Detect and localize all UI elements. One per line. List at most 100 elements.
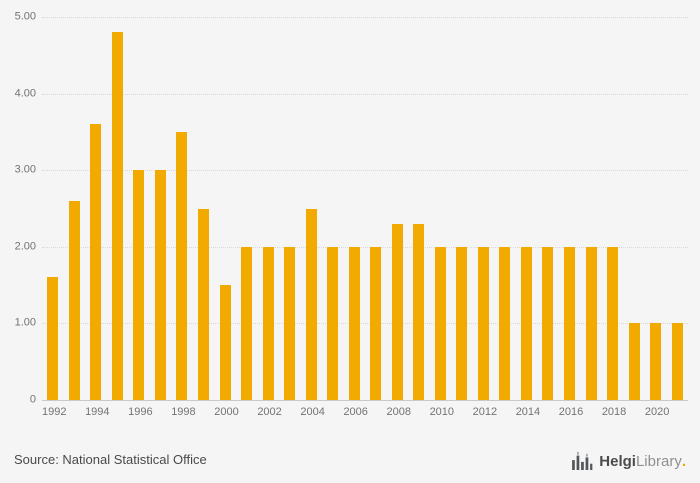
- bar-2019: [628, 323, 640, 400]
- bar-series: [42, 17, 688, 400]
- bar-slot-2000: [214, 17, 236, 400]
- x-tick-label-2012: 2012: [472, 406, 498, 418]
- bar-2005: [327, 246, 339, 400]
- x-tick-label-1994: 1994: [85, 406, 110, 418]
- bar-1997: [154, 170, 166, 400]
- bar-1992: [47, 277, 59, 400]
- bar-2016: [564, 246, 576, 400]
- x-tick-label-1992: 1992: [42, 406, 67, 418]
- bar-slot-2009: [408, 17, 430, 400]
- bar-slot-1998: [171, 17, 193, 400]
- gridline-2.00: [42, 246, 688, 248]
- brand-name-primary: Helgi: [599, 452, 636, 470]
- bar-1998: [176, 131, 188, 400]
- plot-area: [42, 17, 688, 401]
- bar-1995: [111, 32, 123, 400]
- x-tick-label-1998: 1998: [171, 406, 196, 418]
- brand-name-secondary: Library: [635, 452, 682, 470]
- y-tick-label: 3.00: [14, 163, 36, 176]
- bar-2021: [671, 323, 683, 400]
- bar-slot-2005: [322, 17, 344, 400]
- bar-slot-2014: [516, 17, 538, 400]
- x-tick-label-2014: 2014: [515, 406, 541, 418]
- y-tick-label: 1.00: [14, 316, 36, 329]
- bar-2010: [434, 246, 446, 400]
- bar-slot-1999: [193, 17, 215, 400]
- bar-slot-1995: [107, 17, 129, 400]
- bar-2009: [413, 223, 425, 400]
- bar-2020: [650, 323, 662, 400]
- x-tick-label-2002: 2002: [257, 406, 282, 418]
- chart-footer: Source: National Statistical Office Helg…: [0, 437, 700, 483]
- x-tick-label-2019: [626, 406, 645, 420]
- x-tick-label-2009: [411, 406, 430, 420]
- bar-slot-2016: [559, 17, 581, 400]
- bar-2008: [391, 223, 403, 400]
- bar-2018: [607, 246, 619, 400]
- gridline-1.00: [42, 323, 688, 325]
- bar-slot-1992: [42, 17, 64, 400]
- x-tick-label-1995: [110, 406, 129, 420]
- bar-2000: [219, 285, 231, 400]
- bar-1996: [133, 170, 145, 400]
- x-tick-label-2010: 2010: [429, 406, 455, 418]
- bar-2012: [477, 246, 489, 400]
- bar-slot-1994: [85, 17, 107, 400]
- bar-2001: [241, 246, 253, 400]
- x-tick-label-2020: 2020: [644, 406, 670, 418]
- bar-slot-1996: [128, 17, 150, 400]
- x-tick-label-2016: 2016: [558, 406, 584, 418]
- bar-slot-2008: [387, 17, 409, 400]
- bar-slot-2021: [666, 17, 688, 400]
- bar-slot-2003: [279, 17, 301, 400]
- bar-slot-2019: [623, 17, 645, 400]
- bar-slot-2020: [645, 17, 667, 400]
- bar-slot-2007: [365, 17, 387, 400]
- x-tick-label-2015: [540, 406, 559, 420]
- bar-slot-2015: [537, 17, 559, 400]
- bar-chart-logo-icon: [571, 452, 593, 470]
- bar-slot-2012: [473, 17, 495, 400]
- bar-chart: 5.00 4.00 3.00 2.00 1.00 0 1992 1994 1996 1998 20…: [0, 11, 688, 420]
- x-tick-label-2017: [583, 406, 602, 420]
- bar-2017: [585, 246, 597, 400]
- bar-2015: [542, 246, 554, 400]
- y-tick-label: 5.00: [14, 10, 36, 23]
- x-tick-label-2000: 2000: [214, 406, 239, 418]
- bar-slot-2010: [430, 17, 452, 400]
- x-tick-label-2008: 2008: [386, 406, 411, 418]
- x-tick-label-2011: [454, 406, 473, 420]
- bar-2013: [499, 246, 511, 400]
- source-text: Source: National Statistical Office: [14, 452, 207, 467]
- bar-2011: [456, 246, 468, 400]
- bar-slot-2018: [602, 17, 624, 400]
- x-tick-label-1993: [66, 406, 85, 420]
- gridline-5.00: [42, 17, 688, 18]
- x-tick-label-1996: 1996: [128, 406, 153, 418]
- bar-2006: [348, 246, 360, 400]
- brand-name-suffix: .: [681, 452, 686, 470]
- y-tick-label: 4.00: [14, 87, 36, 100]
- x-tick-label-2001: [239, 406, 258, 420]
- bar-slot-1993: [64, 17, 86, 400]
- bar-slot-1997: [150, 17, 172, 400]
- y-tick-label: 2.00: [14, 240, 36, 253]
- bar-2003: [284, 246, 296, 400]
- bar-2002: [262, 246, 274, 400]
- x-axis-line: [42, 400, 688, 401]
- bar-slot-2013: [494, 17, 516, 400]
- bar-2007: [370, 246, 382, 400]
- bar-1993: [68, 200, 80, 400]
- x-tick-label-2004: 2004: [300, 406, 325, 418]
- x-tick-label-2005: [325, 406, 344, 420]
- x-tick-label-2006: 2006: [343, 406, 368, 418]
- x-tick-label-2021: [669, 406, 688, 420]
- bar-slot-2001: [236, 17, 258, 400]
- x-tick-label-1997: [153, 406, 172, 420]
- x-tick-label-2003: [282, 406, 301, 420]
- y-axis-labels: 5.00 4.00 3.00 2.00 1.00 0: [0, 11, 36, 405]
- brand-logo: HelgiLibrary.: [571, 452, 686, 470]
- bar-slot-2011: [451, 17, 473, 400]
- y-tick-label: 0: [29, 393, 36, 406]
- bar-slot-2004: [300, 17, 322, 400]
